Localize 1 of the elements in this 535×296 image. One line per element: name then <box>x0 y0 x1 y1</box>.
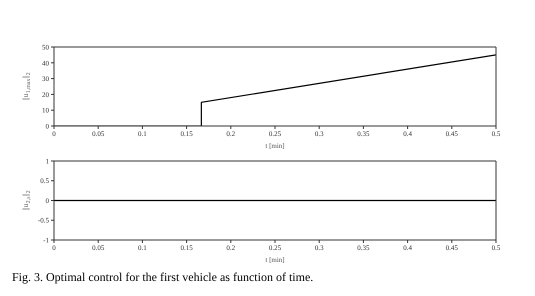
caption: Fig. 3. Optimal control for the first vehicle as function of time. <box>12 270 314 285</box>
